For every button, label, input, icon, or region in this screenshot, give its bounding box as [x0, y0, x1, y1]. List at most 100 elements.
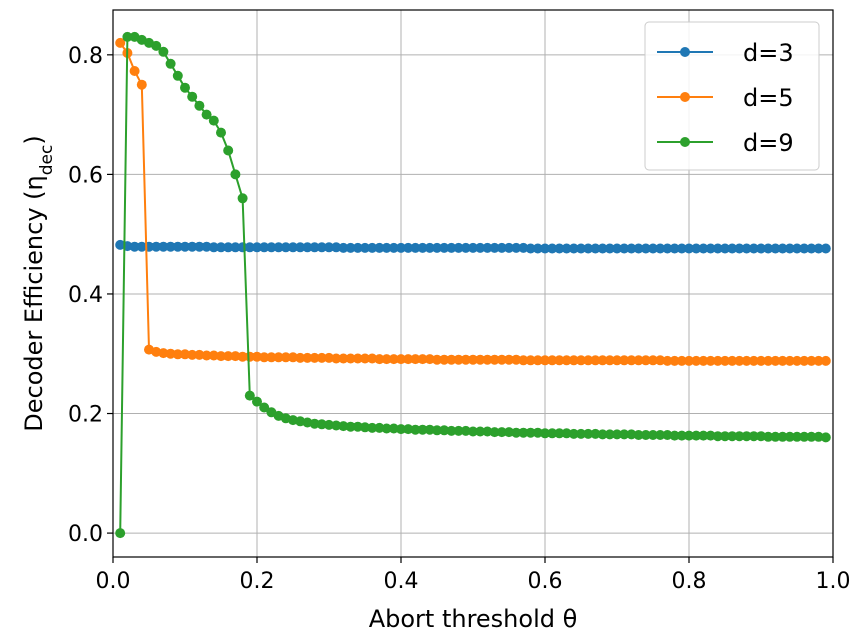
data-point	[597, 243, 608, 254]
data-point	[475, 354, 486, 365]
data-point	[633, 355, 644, 366]
y-tick-label: 0.2	[68, 403, 103, 428]
data-point	[741, 431, 752, 442]
data-point	[734, 355, 745, 366]
data-point	[518, 355, 529, 366]
data-point	[777, 243, 788, 254]
data-point	[468, 242, 478, 253]
data-point	[561, 355, 572, 366]
data-point	[288, 242, 298, 253]
data-point	[813, 431, 824, 442]
data-point	[410, 242, 421, 253]
data-point	[129, 241, 140, 252]
data-point	[460, 242, 471, 253]
data-point	[266, 242, 277, 253]
data-point	[403, 242, 414, 253]
data-point	[489, 354, 500, 365]
data-point	[230, 351, 241, 362]
legend-item: d=9	[657, 129, 794, 157]
data-point	[712, 355, 723, 366]
data-point	[252, 242, 262, 253]
y-tick-label: 0.8	[68, 44, 103, 69]
data-point	[748, 243, 759, 254]
data-point	[417, 242, 428, 253]
data-point	[540, 428, 550, 439]
x-tick-label: 0.6	[528, 569, 563, 594]
data-point	[770, 431, 781, 442]
data-point	[468, 354, 478, 365]
data-point	[244, 242, 255, 253]
data-point	[727, 355, 738, 366]
data-point	[597, 355, 608, 366]
data-point	[432, 242, 442, 253]
data-point	[784, 243, 795, 254]
data-point	[345, 242, 356, 253]
data-point	[590, 243, 601, 254]
data-point	[172, 349, 183, 360]
data-point	[799, 431, 810, 442]
data-point	[381, 354, 392, 365]
data-point	[561, 243, 572, 254]
data-point	[460, 425, 471, 436]
data-point	[252, 351, 262, 362]
data-point	[568, 243, 579, 254]
data-point	[525, 427, 536, 438]
data-point	[640, 355, 651, 366]
data-point	[820, 432, 831, 443]
data-point	[619, 243, 630, 254]
data-point	[648, 355, 658, 366]
data-point	[381, 423, 392, 434]
data-point	[316, 242, 327, 253]
data-point	[640, 430, 651, 440]
data-point	[554, 428, 565, 439]
data-point	[295, 242, 306, 253]
data-point	[568, 428, 579, 439]
data-point	[302, 242, 313, 253]
data-point	[770, 243, 781, 254]
y-axis-label: Decoder Efficiency (ηdec)	[20, 135, 57, 431]
data-point	[540, 355, 550, 366]
data-point	[439, 242, 450, 253]
data-point	[626, 243, 637, 254]
data-point	[223, 351, 234, 362]
data-point	[547, 243, 558, 254]
data-point	[187, 241, 198, 252]
data-point	[482, 426, 493, 437]
data-point	[712, 431, 723, 442]
data-point	[331, 353, 342, 364]
data-point	[273, 242, 284, 253]
data-point	[511, 354, 522, 365]
data-point	[532, 427, 543, 438]
data-point	[511, 242, 522, 253]
data-point	[763, 243, 774, 254]
data-point	[151, 40, 162, 51]
data-point	[691, 355, 702, 366]
data-point	[216, 242, 226, 253]
data-point	[684, 430, 694, 441]
data-point	[748, 431, 759, 442]
data-point	[784, 355, 795, 366]
data-point	[180, 82, 190, 93]
data-point	[446, 425, 457, 436]
data-point	[511, 427, 522, 438]
data-point	[316, 352, 327, 363]
ticks	[107, 54, 834, 563]
data-point	[532, 243, 543, 254]
data-point	[604, 243, 615, 254]
data-point	[612, 429, 622, 440]
data-point	[216, 127, 226, 138]
data-point	[352, 421, 363, 432]
data-point	[360, 242, 370, 253]
data-point	[309, 352, 320, 363]
legend: d=3 d=5 d=9	[644, 21, 820, 171]
data-point	[576, 428, 586, 439]
data-point	[792, 431, 802, 442]
data-point	[374, 354, 385, 365]
data-point	[504, 427, 514, 438]
data-point	[208, 115, 219, 126]
data-point	[619, 355, 630, 366]
y-axis-label-sub: dec	[37, 145, 57, 176]
x-tick-label: 0.4	[384, 569, 419, 594]
data-point	[136, 241, 147, 252]
data-point	[216, 351, 226, 362]
